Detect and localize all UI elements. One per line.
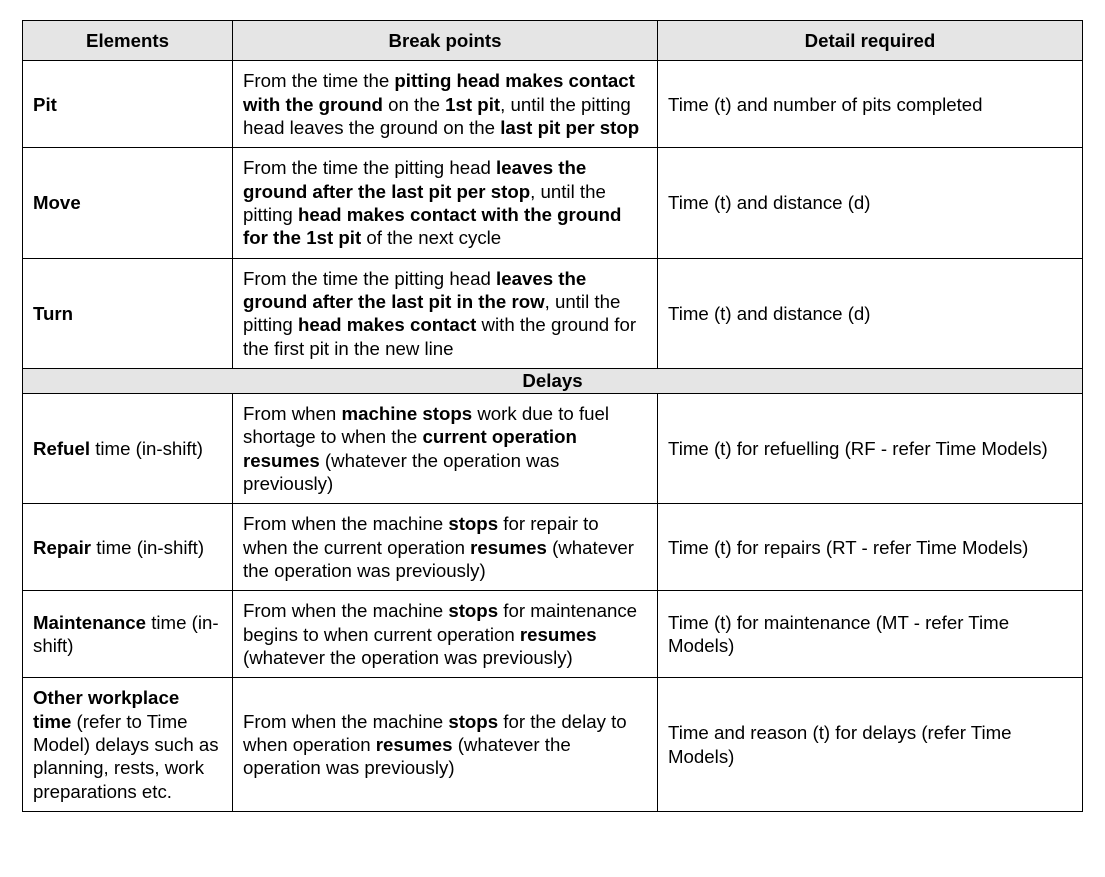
section-delays-row: Delays (23, 368, 1083, 393)
header-breakpoints: Break points (233, 21, 658, 61)
cell-detail: Time (t) and number of pits completed (658, 61, 1083, 148)
cell-element: Turn (23, 258, 233, 368)
cell-element: Pit (23, 61, 233, 148)
section-delays-label: Delays (23, 368, 1083, 393)
table-row: Maintenance time (in-shift)From when the… (23, 591, 1083, 678)
cell-element: Refuel time (in-shift) (23, 393, 233, 503)
cell-element: Other workplace time (refer to Time Mode… (23, 678, 233, 812)
cell-detail: Time (t) and distance (d) (658, 148, 1083, 258)
cell-breakpoints: From when the machine stops for repair t… (233, 504, 658, 591)
cell-detail: Time (t) for repairs (RT - refer Time Mo… (658, 504, 1083, 591)
table-row: PitFrom the time the pitting head makes … (23, 61, 1083, 148)
cell-detail: Time (t) for refuelling (RF - refer Time… (658, 393, 1083, 503)
header-elements: Elements (23, 21, 233, 61)
cell-detail: Time (t) and distance (d) (658, 258, 1083, 368)
cell-breakpoints: From when machine stops work due to fuel… (233, 393, 658, 503)
cell-breakpoints: From when the machine stops for the dela… (233, 678, 658, 812)
table-row: Repair time (in-shift)From when the mach… (23, 504, 1083, 591)
cell-detail: Time (t) for maintenance (MT - refer Tim… (658, 591, 1083, 678)
cell-element: Maintenance time (in-shift) (23, 591, 233, 678)
cell-breakpoints: From when the machine stops for maintena… (233, 591, 658, 678)
table-row: MoveFrom the time the pitting head leave… (23, 148, 1083, 258)
table-row: TurnFrom the time the pitting head leave… (23, 258, 1083, 368)
cell-detail: Time and reason (t) for delays (refer Ti… (658, 678, 1083, 812)
table-row: Other workplace time (refer to Time Mode… (23, 678, 1083, 812)
cell-breakpoints: From the time the pitting head leaves th… (233, 258, 658, 368)
table-body-top: PitFrom the time the pitting head makes … (23, 61, 1083, 369)
table-body-delays: Refuel time (in-shift)From when machine … (23, 393, 1083, 811)
cell-breakpoints: From the time the pitting head makes con… (233, 61, 658, 148)
cell-element: Repair time (in-shift) (23, 504, 233, 591)
table-row: Refuel time (in-shift)From when machine … (23, 393, 1083, 503)
cell-element: Move (23, 148, 233, 258)
elements-table: Elements Break points Detail required Pi… (22, 20, 1083, 812)
table-header-row: Elements Break points Detail required (23, 21, 1083, 61)
cell-breakpoints: From the time the pitting head leaves th… (233, 148, 658, 258)
header-detail: Detail required (658, 21, 1083, 61)
